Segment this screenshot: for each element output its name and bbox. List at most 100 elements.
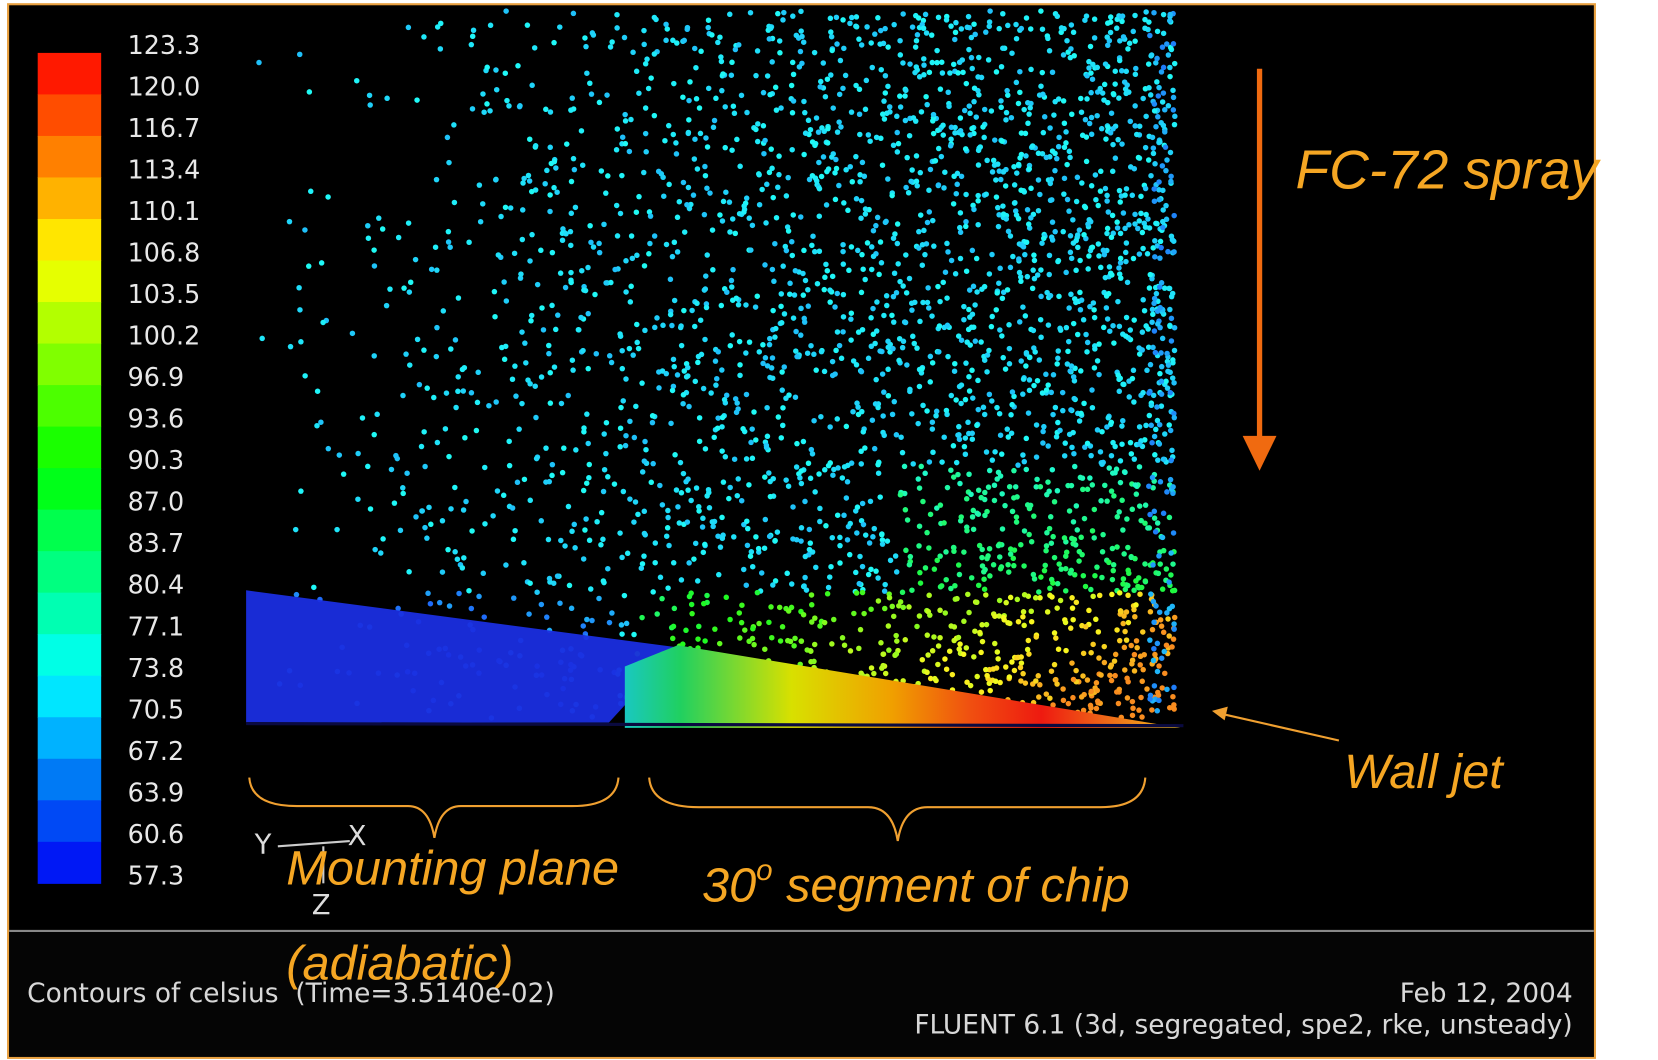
particle (817, 248, 823, 254)
particle (669, 323, 675, 329)
particle (503, 205, 509, 211)
particle (934, 60, 940, 66)
particle (1038, 267, 1044, 273)
particle (1121, 551, 1127, 557)
particle (823, 262, 829, 268)
particle (860, 266, 866, 272)
particle (907, 389, 913, 395)
particle (939, 154, 945, 160)
particle (484, 101, 490, 107)
particle (826, 463, 832, 469)
particle (612, 267, 618, 273)
particle (1090, 642, 1096, 648)
particle (1069, 660, 1075, 666)
particle (520, 207, 526, 213)
particle (413, 514, 419, 520)
particle (917, 570, 923, 576)
particle (1047, 272, 1053, 278)
particle (1109, 662, 1115, 668)
particle (765, 73, 771, 79)
colorbar-band (38, 94, 101, 136)
footer-contours: Contours of celsius (Time=3.5140e-02) (27, 978, 555, 1009)
particle (867, 138, 873, 144)
particle (854, 362, 860, 368)
particle (1026, 638, 1032, 644)
particle (1069, 256, 1075, 262)
particle (685, 365, 691, 371)
particle (1164, 157, 1170, 163)
particle (790, 13, 796, 19)
particle (1054, 605, 1060, 611)
particle (685, 519, 691, 525)
particle (539, 602, 545, 608)
particle (914, 624, 920, 630)
particle (1163, 144, 1169, 150)
particle (681, 392, 687, 398)
particle (903, 548, 909, 554)
colorbar-band (38, 261, 101, 303)
particle (665, 525, 671, 531)
particle (812, 615, 818, 621)
particle (422, 525, 428, 531)
particle (1141, 652, 1147, 658)
particle (911, 115, 917, 121)
particle (750, 456, 756, 462)
particle (955, 472, 961, 478)
particle (963, 146, 969, 152)
particle (891, 236, 897, 242)
particle (728, 343, 734, 349)
particle (1152, 434, 1158, 440)
particle (762, 474, 768, 480)
particle (891, 22, 897, 28)
particle (1140, 230, 1146, 236)
particle (1140, 629, 1146, 635)
particle (931, 243, 937, 249)
particle (1159, 623, 1165, 629)
particle (583, 516, 589, 522)
particle (704, 252, 710, 258)
particle (871, 671, 877, 677)
particle (448, 506, 454, 512)
colorbar-band (38, 759, 101, 801)
particle (1017, 319, 1023, 325)
particle (507, 463, 513, 469)
particle (791, 72, 797, 78)
particle (1045, 479, 1051, 485)
particle (1103, 275, 1109, 281)
particle (1128, 327, 1134, 333)
particle (658, 575, 664, 581)
particle (1065, 197, 1071, 203)
particle (1064, 325, 1070, 331)
particle (974, 256, 980, 262)
particle (821, 287, 827, 293)
particle (1158, 617, 1164, 623)
particle (1062, 535, 1068, 541)
particle (885, 345, 891, 351)
particle (944, 295, 950, 301)
particle (294, 592, 300, 598)
particle (1111, 562, 1117, 568)
particle (927, 459, 933, 465)
particle (1143, 502, 1149, 508)
particle (778, 638, 784, 644)
particle (887, 104, 893, 110)
particle (1172, 114, 1178, 120)
particle (674, 487, 680, 493)
particle (1089, 115, 1095, 121)
particle (650, 420, 656, 426)
particle (1026, 532, 1032, 538)
particle (992, 613, 998, 619)
particle (558, 538, 564, 544)
particle (578, 315, 584, 321)
particle (1083, 624, 1089, 630)
particle (993, 679, 999, 685)
particle (1038, 484, 1044, 490)
particle (682, 38, 688, 44)
particle (686, 117, 692, 123)
particle (581, 425, 587, 431)
particle (1143, 579, 1149, 585)
particle (1086, 608, 1092, 614)
particle (966, 374, 972, 380)
particle (992, 449, 998, 455)
particle (841, 513, 847, 519)
